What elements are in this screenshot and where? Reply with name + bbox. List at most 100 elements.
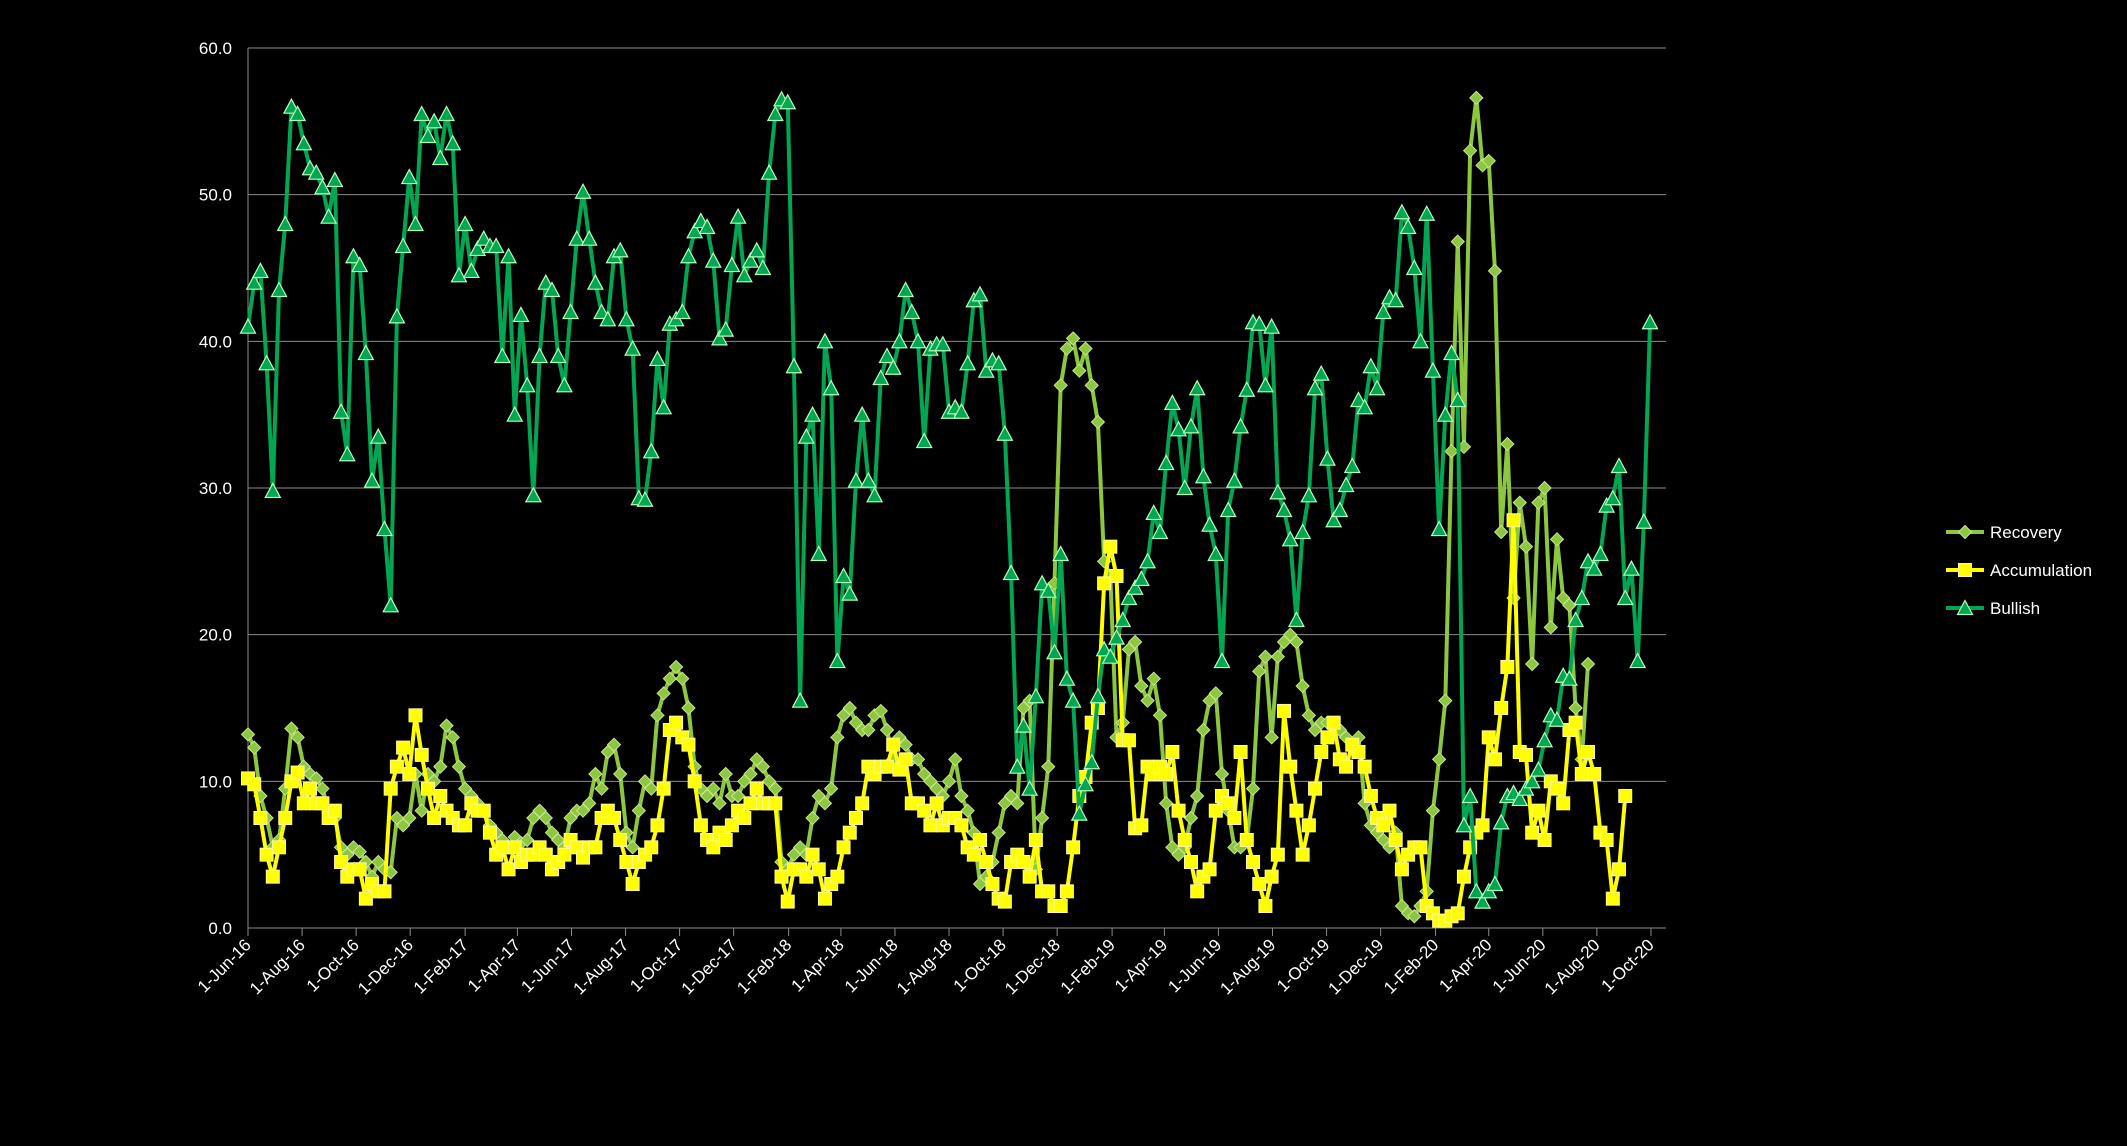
- data-point: [1481, 153, 1496, 169]
- data-point: [1089, 687, 1107, 704]
- data-point: [538, 847, 553, 862]
- data-point: [648, 350, 666, 367]
- data-point: [811, 862, 826, 877]
- data-point: [607, 811, 622, 825]
- data-point: [729, 207, 747, 224]
- data-point: [1027, 687, 1045, 704]
- data-point: [1574, 767, 1589, 781]
- data-point: [1219, 501, 1237, 518]
- data-point: [859, 471, 877, 488]
- data-point: [1525, 825, 1540, 840]
- data-point: [822, 379, 840, 396]
- data-point: [1053, 378, 1068, 393]
- data-point: [1357, 759, 1372, 774]
- x-tick-label: 1-Jun-18: [841, 935, 902, 996]
- data-point: [1103, 539, 1118, 554]
- data-point: [377, 884, 392, 899]
- data-point: [358, 891, 373, 906]
- data-point: [307, 163, 325, 180]
- data-point: [270, 281, 288, 298]
- data-point: [1146, 671, 1161, 686]
- data-point: [1072, 363, 1087, 378]
- data-point: [760, 163, 778, 180]
- data-point: [258, 354, 276, 371]
- data-point: [1145, 504, 1163, 521]
- data-point: [644, 840, 659, 855]
- data-point: [1208, 686, 1223, 701]
- data-point: [451, 759, 467, 774]
- x-tick-label: 1-Apr-20: [1435, 935, 1495, 995]
- data-point: [282, 97, 300, 114]
- data-point: [650, 708, 665, 723]
- data-point: [1618, 789, 1633, 803]
- data-point: [934, 335, 952, 352]
- data-point: [941, 774, 957, 789]
- data-point: [1312, 364, 1330, 381]
- data-point: [662, 671, 678, 686]
- data-point: [903, 303, 921, 320]
- data-point: [1263, 317, 1281, 334]
- data-point: [1456, 869, 1471, 884]
- data-point: [313, 178, 331, 195]
- x-tick-label: 1-Oct-17: [626, 935, 686, 995]
- data-point: [915, 432, 933, 449]
- data-point: [1041, 884, 1056, 899]
- data-point: [698, 218, 716, 235]
- y-tick-label: 50.0: [199, 186, 232, 205]
- data-point: [1591, 545, 1609, 562]
- data-point: [593, 303, 611, 320]
- data-point: [1176, 479, 1194, 496]
- data-point: [673, 303, 691, 320]
- data-point: [1114, 611, 1132, 628]
- x-tick-label: 1-Aug-17: [569, 935, 632, 998]
- data-point: [296, 796, 311, 811]
- data-point: [400, 168, 418, 185]
- data-point: [898, 737, 913, 752]
- data-point: [239, 317, 257, 334]
- data-point: [1233, 745, 1248, 759]
- data-point: [1225, 471, 1243, 488]
- data-point: [1171, 803, 1186, 818]
- data-point: [506, 405, 524, 422]
- data-point: [954, 818, 969, 833]
- data-point: [1351, 745, 1366, 759]
- data-point: [1450, 906, 1465, 921]
- data-point: [971, 285, 989, 302]
- data-point: [791, 691, 809, 708]
- data-point: [718, 766, 733, 782]
- data-point: [462, 262, 480, 279]
- data-point: [1493, 524, 1509, 540]
- data-point: [1399, 218, 1417, 235]
- data-point: [1201, 515, 1219, 532]
- data-point: [1487, 263, 1503, 279]
- data-point: [495, 840, 510, 855]
- data-point: [408, 708, 423, 723]
- data-point: [482, 825, 497, 840]
- data-point: [1033, 574, 1051, 591]
- y-tick-label: 10.0: [199, 772, 232, 791]
- series-bullish: [239, 90, 1659, 909]
- data-point: [872, 369, 890, 386]
- data-point: [476, 803, 491, 818]
- data-point: [878, 347, 896, 364]
- legend-label: Accumulation: [1990, 561, 2092, 580]
- data-point: [1506, 513, 1521, 528]
- data-point: [642, 442, 660, 459]
- data-point: [1368, 379, 1386, 396]
- data-point: [1207, 545, 1225, 562]
- data-point: [1461, 787, 1479, 804]
- data-point: [1283, 759, 1298, 774]
- data-point: [879, 759, 894, 774]
- data-point: [1531, 803, 1546, 818]
- data-point: [624, 339, 642, 356]
- data-point: [1301, 708, 1317, 723]
- data-point: [625, 840, 640, 855]
- data-point: [1622, 559, 1640, 576]
- data-point: [549, 347, 567, 364]
- y-tick-label: 20.0: [199, 626, 232, 645]
- data-point: [884, 358, 902, 375]
- data-point: [1518, 747, 1533, 762]
- data-point: [315, 796, 330, 811]
- x-tick-label: 1-Oct-19: [1273, 935, 1333, 995]
- data-point: [681, 737, 696, 752]
